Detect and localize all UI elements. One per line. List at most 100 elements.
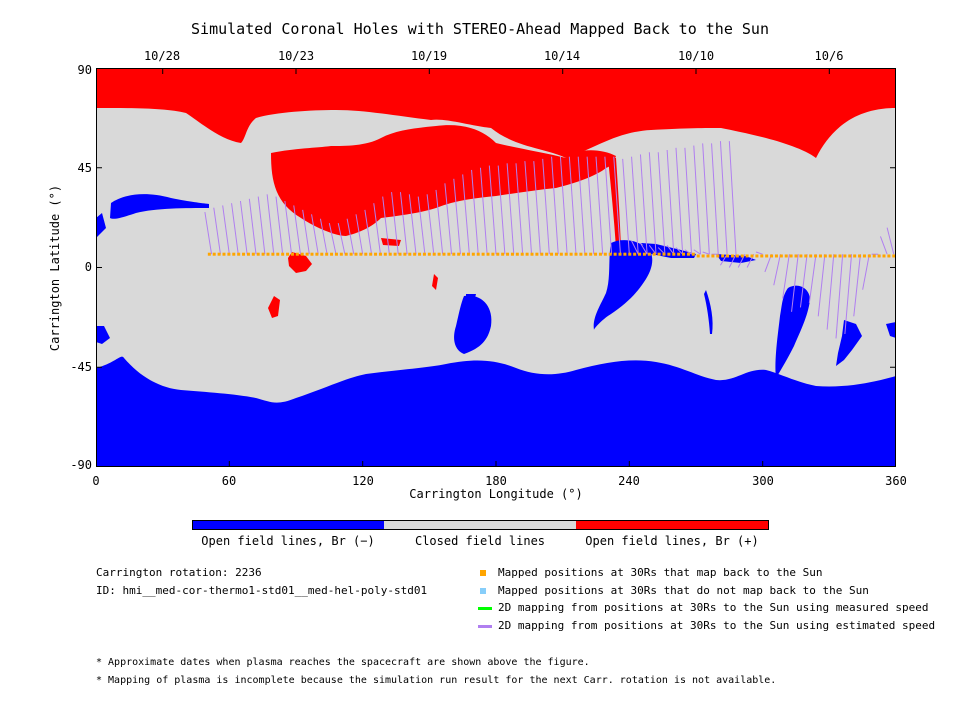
positive-spike (608, 158, 621, 250)
colorbar-label: Open field lines, Br (−) (201, 534, 375, 548)
mapping-line (657, 152, 666, 255)
mapped-position-point (882, 254, 886, 258)
mapped-position-point (354, 252, 358, 256)
mapped-position-point (442, 252, 446, 256)
mapped-position-point (432, 252, 436, 256)
mapped-position-point (735, 254, 739, 258)
mapping-line (799, 254, 808, 308)
mapped-position-point (828, 254, 832, 258)
mapped-position-point (818, 254, 822, 258)
mapped-position-point (559, 252, 563, 256)
mapped-position-point (535, 252, 539, 256)
legend-label: 2D mapping from positions at 30Rs to the… (498, 601, 929, 614)
negative-hole (454, 295, 492, 354)
mapped-position-point (760, 254, 764, 258)
mapped-position-point (814, 254, 818, 258)
mapping-line (382, 196, 390, 255)
mapping-line (728, 253, 737, 268)
mapped-position-point (784, 254, 788, 258)
negative-hole (110, 194, 209, 219)
mapped-position-point (393, 252, 397, 256)
footnote: * Approximate dates when plasma reaches … (96, 657, 590, 668)
y-tick-label: -45 (70, 360, 92, 374)
mapping-line (684, 249, 692, 255)
mapping-line (693, 145, 701, 255)
negative-polar-region (96, 356, 896, 467)
mapped-position-point (320, 252, 324, 256)
mapped-position-point (447, 252, 451, 256)
mapped-position-point (598, 252, 602, 256)
positive-patch (288, 252, 312, 273)
mapped-position-point (696, 254, 700, 258)
mapped-position-point (374, 252, 378, 256)
mapped-position-point (261, 252, 265, 256)
mapping-line (639, 154, 648, 255)
mapped-position-point (281, 252, 285, 256)
mapped-position-point (491, 252, 495, 256)
mapped-position-point (408, 252, 412, 256)
mapped-position-point (887, 254, 891, 258)
positive-patch (432, 274, 438, 290)
mapped-position-point (403, 252, 407, 256)
mapping-line (293, 205, 301, 255)
mapping-line (720, 253, 728, 266)
mapped-position-point (799, 254, 803, 258)
mapped-position-point (481, 252, 485, 256)
mapped-position-point (682, 252, 686, 256)
mapped-position-point (452, 252, 456, 256)
mapped-position-point (256, 252, 260, 256)
mapping-line (640, 242, 648, 255)
mapped-position-point (232, 252, 236, 256)
mapped-position-point (422, 252, 426, 256)
axis-ticks (96, 68, 896, 467)
mapped-position-point (237, 252, 241, 256)
mapped-position-point (466, 252, 470, 256)
mapping-line (568, 156, 577, 255)
y-tick-label: 0 (84, 260, 92, 274)
mapped-position-point (545, 252, 549, 256)
mapped-position-point (877, 254, 881, 258)
mapped-position-point (286, 252, 290, 256)
mapping-line (453, 178, 461, 255)
mapping-line (524, 161, 533, 255)
mapping-lines (204, 141, 895, 339)
mapping-line (719, 141, 728, 255)
mapped-position-point (711, 254, 715, 258)
mapping-line (666, 149, 675, 255)
mapping-line (373, 203, 381, 255)
negative-hole (466, 294, 476, 302)
mapped-position-point (242, 252, 246, 256)
carrington-rotation: Carrington rotation: 2236 (96, 566, 262, 579)
mapping-line (515, 163, 524, 255)
mapping-line (559, 156, 568, 255)
mapping-line (711, 143, 719, 255)
mapped-position-point (540, 252, 544, 256)
mapped-position-point (672, 252, 676, 256)
mapping-line (417, 196, 426, 255)
mapping-line (426, 194, 435, 255)
mapping-line (364, 209, 373, 255)
mapped-position-point (217, 252, 221, 256)
mapping-line (479, 167, 488, 255)
mapped-position-point (750, 254, 754, 258)
mapped-position-point (344, 252, 348, 256)
mapped-position-point (569, 252, 573, 256)
mapped-position-point (686, 252, 690, 256)
mapping-line (231, 203, 239, 255)
mapping-line (782, 254, 790, 299)
mapping-line (791, 254, 799, 312)
mapping-line (595, 156, 604, 255)
mapped-position-point (633, 252, 637, 256)
mapped-position-point (471, 252, 475, 256)
date-label: 10/19 (410, 49, 448, 63)
mapping-line (257, 196, 266, 255)
mapping-line (862, 254, 870, 290)
x-tick-label: 60 (221, 474, 237, 488)
mapped-position-point (564, 252, 568, 256)
mapping-line (506, 163, 515, 255)
mapped-position-point (867, 254, 871, 258)
orange-square-icon (480, 570, 486, 576)
mapped-position-point (848, 254, 852, 258)
mapped-position-point (838, 254, 842, 258)
green-line-icon (478, 607, 492, 610)
